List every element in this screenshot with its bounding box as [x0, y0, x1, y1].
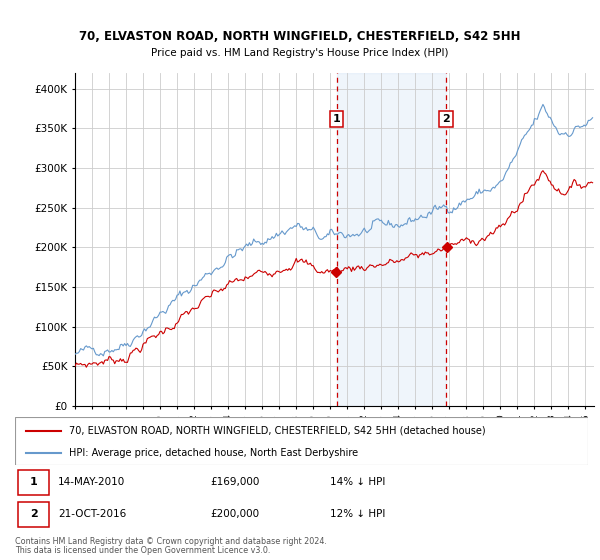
Text: 14% ↓ HPI: 14% ↓ HPI: [330, 477, 386, 487]
Text: Price paid vs. HM Land Registry's House Price Index (HPI): Price paid vs. HM Land Registry's House …: [151, 48, 449, 58]
FancyBboxPatch shape: [15, 417, 588, 465]
Text: Contains HM Land Registry data © Crown copyright and database right 2024.: Contains HM Land Registry data © Crown c…: [15, 538, 327, 547]
FancyBboxPatch shape: [18, 470, 49, 495]
Text: 70, ELVASTON ROAD, NORTH WINGFIELD, CHESTERFIELD, S42 5HH (detached house): 70, ELVASTON ROAD, NORTH WINGFIELD, CHES…: [70, 426, 486, 436]
Bar: [337, 73, 446, 406]
Text: This data is licensed under the Open Government Licence v3.0.: This data is licensed under the Open Gov…: [15, 545, 271, 555]
Text: £169,000: £169,000: [210, 477, 259, 487]
Text: 12% ↓ HPI: 12% ↓ HPI: [330, 509, 386, 519]
FancyBboxPatch shape: [18, 502, 49, 527]
Text: 21-OCT-2016: 21-OCT-2016: [58, 509, 126, 519]
Text: 2: 2: [442, 114, 450, 124]
Text: 2: 2: [30, 509, 38, 519]
Text: 14-MAY-2010: 14-MAY-2010: [58, 477, 125, 487]
Text: HPI: Average price, detached house, North East Derbyshire: HPI: Average price, detached house, Nort…: [70, 448, 359, 458]
Text: 70, ELVASTON ROAD, NORTH WINGFIELD, CHESTERFIELD, S42 5HH: 70, ELVASTON ROAD, NORTH WINGFIELD, CHES…: [79, 30, 521, 43]
Text: 1: 1: [332, 114, 340, 124]
Text: 1: 1: [30, 477, 38, 487]
Text: £200,000: £200,000: [210, 509, 259, 519]
